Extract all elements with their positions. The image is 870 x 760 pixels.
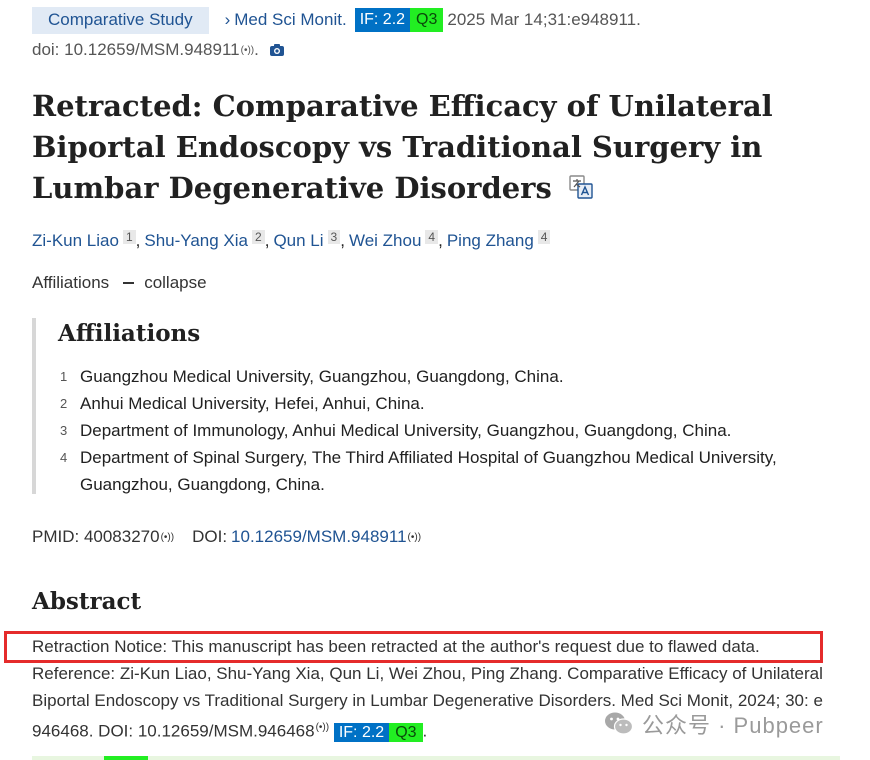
signal-icon: (•)): [407, 531, 422, 543]
author-link[interactable]: Qun Li: [273, 231, 324, 250]
affiliation-text: Department of Spinal Surgery, The Third …: [80, 448, 777, 494]
affiliation-number[interactable]: 4: [425, 230, 439, 244]
citation-meta-line: Comparative Study › Med Sci Monit. IF: 2…: [32, 6, 641, 34]
list-item: 1 Guangzhou Medical University, Guangzho…: [58, 363, 842, 390]
watermark: 公众号 · Pubpeer: [604, 708, 824, 740]
affiliation-number[interactable]: 4: [537, 230, 551, 244]
affiliations-label: Affiliations: [32, 273, 110, 292]
collapse-button[interactable]: collapse: [144, 273, 207, 292]
citation-date: 2025 Mar 14;31:e948911.: [447, 10, 641, 29]
affiliation-index: 4: [60, 450, 68, 465]
quartile-badge: Q3: [410, 8, 444, 32]
journal-link[interactable]: Med Sci Monit.: [234, 10, 347, 29]
pmid: PMID: 40083270: [32, 527, 160, 546]
author-link[interactable]: Zi-Kun Liao: [32, 231, 119, 250]
affiliation-index: 2: [60, 396, 68, 411]
signal-icon: (•)): [240, 44, 255, 56]
watermark-text: 公众号 · Pubpeer: [642, 713, 824, 738]
retraction-notice: Retraction Notice: This manuscript has b…: [32, 637, 760, 656]
separator: ,: [135, 231, 141, 250]
affiliation-text: Department of Immunology, Anhui Medical …: [80, 421, 732, 440]
affiliation-index: 3: [60, 423, 68, 438]
affiliation-number[interactable]: 2: [252, 230, 265, 244]
quartile-badge: Q3: [389, 722, 423, 742]
author-link[interactable]: Ping Zhang: [446, 231, 534, 250]
reference-text: Reference: Zi-Kun Liao, Shu-Yang Xia, Qu…: [32, 664, 823, 741]
affiliation-list: 1 Guangzhou Medical University, Guangzho…: [58, 363, 842, 498]
list-item: 2 Anhui Medical University, Hefei, Anhui…: [58, 390, 842, 417]
separator: ,: [340, 231, 345, 250]
separator: ,: [438, 231, 443, 250]
doi-text: doi: 10.12659/MSM.948911: [32, 40, 240, 59]
signal-icon: (•)): [160, 531, 175, 543]
separator: ,: [264, 231, 270, 250]
article-title: Retracted: Comparative Efficacy of Unila…: [32, 86, 852, 211]
doi-line: doi: 10.12659/MSM.948911 (•)) .: [32, 40, 285, 60]
retraction-reference: Reference: Zi-Kun Liao, Shu-Yang Xia, Qu…: [32, 660, 832, 746]
doi-link[interactable]: 10.12659/MSM.948911: [231, 527, 407, 546]
affiliations-heading: Affiliations: [58, 320, 201, 347]
list-item: 3 Department of Immunology, Anhui Medica…: [58, 417, 842, 444]
chevron-right-icon[interactable]: ›: [224, 10, 231, 29]
affiliation-text: Anhui Medical University, Hefei, Anhui, …: [80, 394, 425, 413]
affiliation-index: 1: [60, 369, 68, 384]
affiliations-panel: Affiliations 1 Guangzhou Medical Univers…: [32, 318, 842, 494]
author-link[interactable]: Shu-Yang Xia: [144, 231, 249, 250]
impact-factor-badge: IF: 2.2: [333, 722, 390, 742]
list-item: 4 Department of Spinal Surgery, The Thir…: [58, 444, 842, 498]
translate-icon[interactable]: [568, 170, 594, 211]
affiliation-number[interactable]: 1: [122, 230, 136, 244]
abstract-body: Retraction Notice: This manuscript has b…: [32, 633, 832, 746]
next-section-edge: [32, 756, 840, 760]
affiliations-toggle[interactable]: Affiliations collapse: [32, 273, 207, 293]
period: .: [254, 40, 259, 59]
period: .: [422, 721, 428, 741]
camera-icon[interactable]: [269, 43, 285, 57]
article-title-text: Retracted: Comparative Efficacy of Unila…: [32, 89, 773, 205]
identifiers-line: PMID: 40083270 (•)) DOI: 10.12659/MSM.94…: [32, 527, 421, 547]
impact-factor-badge: IF: 2.2: [354, 8, 411, 32]
abstract-heading: Abstract: [32, 588, 142, 615]
affiliation-text: Guangzhou Medical University, Guangzhou,…: [80, 367, 564, 386]
article-type-badge[interactable]: Comparative Study: [32, 6, 209, 34]
minus-icon: [123, 282, 135, 284]
doi-label: DOI:: [192, 527, 228, 546]
signal-icon: (•)): [315, 722, 330, 733]
wechat-icon: [604, 711, 634, 737]
author-link[interactable]: Wei Zhou: [348, 231, 422, 250]
author-list: Zi-Kun Liao 1 , Shu-Yang Xia 2 , Qun Li …: [32, 230, 551, 251]
affiliation-number[interactable]: 3: [327, 230, 341, 244]
highlight-box: [4, 631, 823, 663]
